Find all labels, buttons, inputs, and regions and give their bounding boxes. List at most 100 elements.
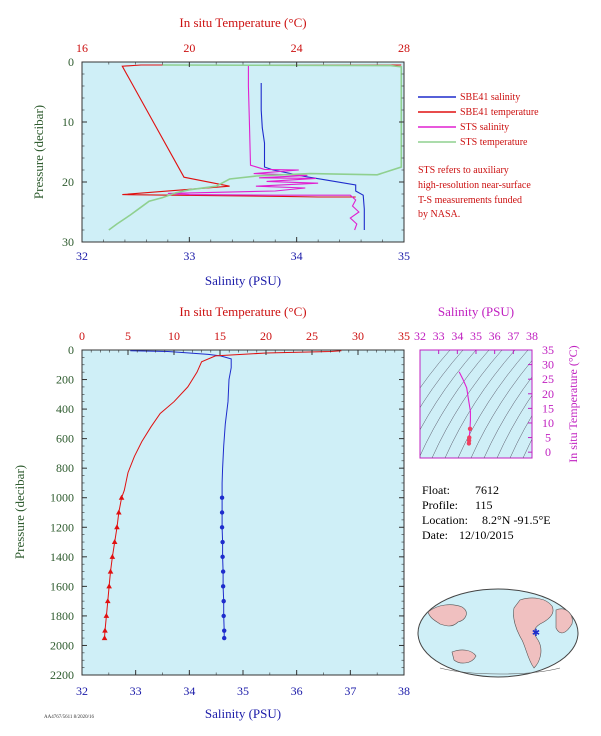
bottom-temperature-marker [114, 524, 120, 530]
bottom-temperature-marker [116, 509, 122, 515]
ts-density-contour [444, 350, 516, 458]
legend-label-sts-salinity: STS salinity [460, 122, 509, 133]
bottom-x2-tick-label: 30 [352, 329, 364, 343]
bottom-y-tick-label: 800 [56, 461, 74, 475]
bottom-x-tick-label: 38 [398, 684, 410, 698]
ts-density-contour [420, 350, 477, 431]
top-y-tick-label: 20 [62, 175, 74, 189]
bottom-x-tick-label: 35 [237, 684, 249, 698]
bottom-x2-tick-label: 10 [168, 329, 180, 343]
bottom-y-tick-label: 0 [68, 343, 74, 357]
ts-y-tick-label: 10 [542, 416, 554, 430]
bottom-salinity-marker [219, 525, 225, 530]
bottom-temperature-marker [118, 494, 125, 500]
bottom-y-tick-label: 1600 [50, 579, 74, 593]
top-y-tick-label: 0 [68, 55, 74, 69]
ts-density-contour [431, 350, 503, 458]
float-location-marker: ✱ [532, 628, 540, 639]
ts-x-tick-label: 35 [470, 329, 482, 343]
ts-y-tick-label: 25 [542, 372, 554, 386]
map-ocean [417, 588, 579, 678]
bottom-x2-tick-label: 25 [306, 329, 318, 343]
map-land-australia [451, 649, 477, 664]
bottom-y-tick-label: 2200 [50, 668, 74, 682]
legend-label-sbe41-temperature: SBE41 temperature [460, 107, 539, 118]
note-line-3: T-S measurements funded [418, 195, 522, 206]
ts-x-tick-label: 38 [526, 329, 538, 343]
note-line-1: STS refers to auxiliary [418, 165, 509, 176]
ts-y-tick-label: 20 [542, 387, 554, 401]
ts-series-group [458, 371, 473, 446]
bottom-y-tick-label: 2000 [50, 638, 74, 652]
bottom-y-tick-label: 1400 [50, 550, 74, 564]
bottom-temperature-marker [111, 539, 118, 545]
ts-x-tick-label: 32 [414, 329, 426, 343]
top-note: STS refers to auxiliary high-resolution … [418, 165, 531, 220]
bottom-y-tick-label: 200 [56, 373, 74, 387]
ts-density-contour [470, 360, 532, 458]
top-y-tick-label: 10 [62, 115, 74, 129]
note-line-4: by NASA. [418, 209, 460, 220]
top-series-sts-salinity [167, 65, 360, 231]
ts-density-contour [457, 350, 529, 458]
bottom-y-tick-label: 1000 [50, 491, 74, 505]
ts-density-contour [483, 376, 532, 458]
ts-y-tick-label: 30 [542, 358, 554, 372]
ts-density-contour [420, 350, 464, 409]
top-salinity-axis-title: Salinity (PSU) [205, 273, 281, 288]
top-series-sts-temperature [108, 64, 403, 231]
top-chart: 32 33 34 35 16 20 24 28 0 10 20 30 In situ Temperat… [31, 15, 539, 288]
ts-density-contour [420, 350, 490, 457]
location-label: Location: [422, 513, 468, 527]
ts-series-marker [467, 426, 473, 432]
bottom-x2-tick-label: 35 [398, 329, 410, 343]
top-y-tick-label: 30 [62, 235, 74, 249]
bottom-x2-tick-label: 15 [214, 329, 226, 343]
ts-density-contour [509, 415, 532, 458]
float-label: Float: [422, 483, 450, 497]
float-info: Float: 7612 Profile: 115 Location: 8.2°N… [422, 483, 551, 542]
ts-density-contour [522, 438, 532, 458]
profile-value: 115 [475, 498, 493, 512]
bottom-temperature-marker [101, 635, 108, 641]
top-x2-tick-label: 28 [398, 41, 410, 55]
bottom-temperature-marker [106, 583, 112, 589]
top-temperature-axis-title: In situ Temperature (°C) [179, 15, 306, 30]
ts-x-tick-label: 33 [433, 329, 445, 343]
legend-label-sts-temperature: STS temperature [460, 137, 528, 148]
bottom-salinity-marker [222, 628, 227, 633]
bottom-x2-tick-label: 20 [260, 329, 272, 343]
top-pressure-axis-title: Pressure (decibar) [31, 105, 46, 199]
ts-density-contour [496, 394, 532, 458]
top-x-tick-label: 34 [291, 249, 303, 263]
bottom-y-tick-label: 400 [56, 402, 74, 416]
world-map: ✱ [417, 588, 579, 678]
top-x2-tick-label: 16 [76, 41, 88, 55]
map-land-americas [513, 597, 554, 669]
ts-salinity-axis-title: Salinity (PSU) [438, 304, 514, 319]
ts-x-tick-label: 37 [507, 329, 519, 343]
footer-note: AA4767/5611 8/2020/16 [44, 715, 94, 720]
bottom-salinity-marker [220, 569, 226, 574]
top-x2-tick-label: 24 [291, 41, 303, 55]
top-ticks-group: 32 33 34 35 16 20 24 28 0 10 20 30 [62, 41, 410, 263]
top-legend: SBE41 salinity SBE41 temperature STS sal… [418, 92, 539, 148]
bottom-chart: 32 33 34 35 36 37 38 0 5 10 15 20 25 30 35 0 200 400 600 80… [12, 304, 410, 721]
bottom-temperature-marker [102, 627, 108, 633]
top-x-tick-label: 32 [76, 249, 88, 263]
top-x-tick-label: 33 [183, 249, 195, 263]
float-value: 7612 [475, 483, 499, 497]
top-x-tick-label: 35 [398, 249, 410, 263]
profile-label: Profile: [422, 498, 458, 512]
bottom-salinity-marker [220, 554, 225, 560]
bottom-x-tick-label: 36 [291, 684, 303, 698]
ts-temperature-axis-title: In situ Temperature (°C) [566, 345, 580, 462]
bottom-x-tick-label: 37 [344, 684, 356, 698]
note-line-2: high-resolution near-surface [418, 180, 531, 191]
bottom-ticks-group: 32 33 34 35 36 37 38 0 5 10 15 20 25 30 35 0 200 400 600 80… [50, 329, 410, 698]
top-series-sbe41-temperature [121, 64, 402, 198]
bottom-salinity-marker [219, 495, 225, 500]
bottom-y-tick-label: 1200 [50, 520, 74, 534]
bottom-y-tick-label: 1800 [50, 609, 74, 623]
